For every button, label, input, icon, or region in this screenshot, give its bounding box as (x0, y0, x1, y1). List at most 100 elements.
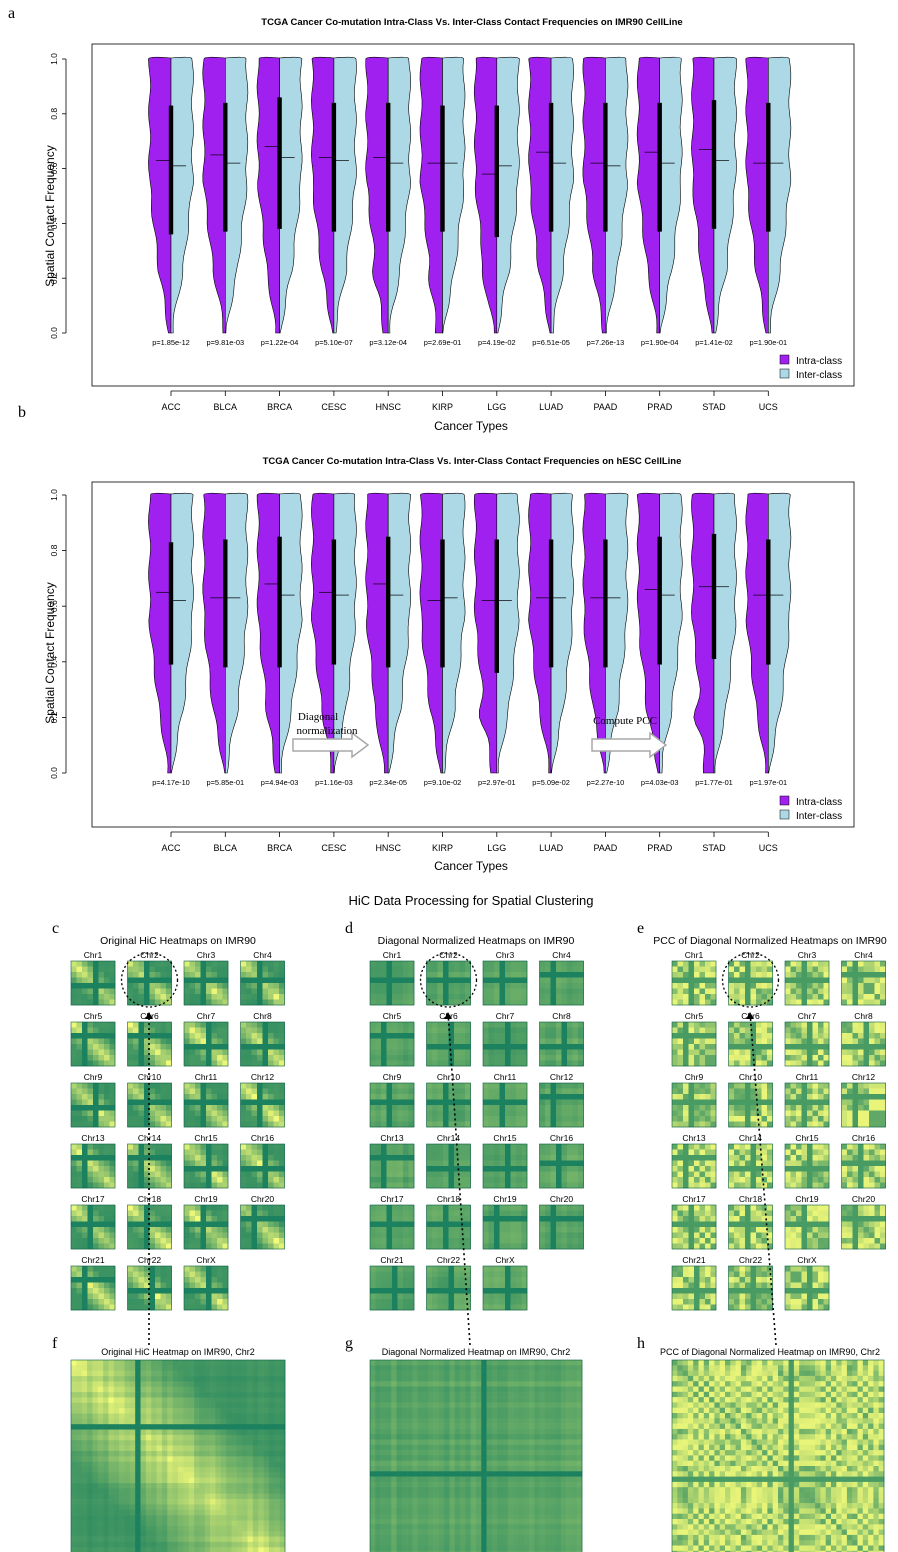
heatmap-cell (133, 1166, 139, 1172)
heatmap-cell (268, 1160, 274, 1167)
heatmap-cell (556, 1216, 562, 1222)
heatmap-cell (550, 1216, 557, 1222)
heatmap-cell (166, 1060, 172, 1067)
heatmap-cell (240, 1238, 247, 1244)
chromosome-label-Chr14: Chr14 (437, 1133, 460, 1143)
heatmap-cell (93, 1105, 99, 1111)
heatmap-cell (448, 1243, 455, 1250)
heatmap-cell (699, 1227, 706, 1233)
heatmap-cell (76, 1386, 82, 1393)
heatmap-cell (375, 994, 382, 1000)
heatmap-cell (133, 1094, 139, 1100)
heatmap-cell (160, 1121, 167, 1128)
heatmap-cell (448, 1221, 455, 1228)
heatmap-cell (127, 1216, 134, 1222)
heatmap-cell (818, 1155, 824, 1161)
heatmap-grids: Chr1Chr2Chr3Chr4Chr5Chr6Chr7Chr8Chr9Chr1… (70, 950, 886, 1311)
heatmap-cell (443, 1238, 449, 1244)
heatmap-cell (672, 1182, 678, 1189)
heatmap-cell (370, 1105, 376, 1111)
heatmap-cell (785, 966, 791, 973)
p-value-BRCA: p=1.22e-04 (261, 338, 299, 347)
heatmap-cell (539, 1182, 546, 1189)
heatmap-cell (71, 1038, 77, 1045)
heatmap-cell (273, 1027, 280, 1034)
heatmap-cell (728, 1022, 735, 1028)
heatmap-cell (874, 1083, 881, 1089)
heatmap-cell (432, 1171, 438, 1178)
heatmap-cell (133, 1232, 139, 1239)
heatmap-cell (98, 1216, 105, 1222)
heatmap-cell (672, 1055, 678, 1061)
heatmap-cell (672, 1227, 678, 1233)
chromosome-label-Chr17: Chr17 (81, 1194, 104, 1204)
heatmap-cell (852, 1088, 859, 1095)
p-value-HNSC: p=3.12e-04 (369, 338, 407, 347)
heatmap-cell (443, 1210, 449, 1217)
legend-label-inter: Inter-class (796, 370, 842, 381)
heatmap-cell (699, 1232, 706, 1239)
heatmap-cell (370, 1022, 376, 1028)
heatmap-cell (459, 1055, 466, 1061)
heatmap-cell (823, 1094, 830, 1100)
heatmap-cell (807, 1216, 813, 1222)
heatmap-cell (189, 966, 196, 973)
heatmap-cell (488, 1027, 495, 1034)
heatmap-cell (694, 994, 700, 1000)
chromosome-label-Chr13: Chr13 (380, 1133, 403, 1143)
heatmap-cell (710, 1243, 717, 1250)
heatmap-cell (189, 1160, 196, 1167)
heatmap-cell (801, 1027, 808, 1034)
heatmap-cell (818, 1238, 824, 1244)
heatmap-cell (104, 1044, 110, 1050)
heatmap-cell (694, 961, 700, 967)
heatmap-cell (432, 1277, 438, 1283)
heatmap-cell (392, 1177, 398, 1183)
heatmap-cell (211, 961, 218, 967)
heatmap-cell (211, 1177, 218, 1183)
heatmap-cell (160, 1055, 167, 1061)
heatmap-cell (561, 1149, 568, 1156)
heatmap-cell (217, 1083, 223, 1089)
heatmap-cell (699, 1088, 706, 1095)
heatmap-cell (240, 1155, 247, 1161)
x-tick-label-BRCA: BRCA (267, 402, 292, 412)
heatmap-cell (874, 1171, 881, 1178)
heatmap-cell (206, 1216, 212, 1222)
heatmap-cell (688, 1210, 695, 1217)
heatmap-cell (790, 1055, 797, 1061)
heatmap-cell (71, 1536, 77, 1543)
chromosome-label-Chr12: Chr12 (550, 1072, 573, 1082)
heatmap-cell (858, 972, 864, 978)
heatmap-cell (160, 1205, 167, 1211)
heatmap-cell (858, 1094, 864, 1100)
heatmap-cell (847, 1166, 853, 1172)
heatmap-cell (818, 1149, 824, 1156)
heatmap-cell (756, 1099, 762, 1106)
heatmap-cell (109, 1060, 116, 1067)
heatmap-cell (392, 1027, 398, 1034)
heatmap-cell (807, 1266, 813, 1272)
heatmap-cell (184, 1182, 190, 1189)
heatmap-cell (818, 1232, 824, 1239)
heatmap-cell (403, 1171, 409, 1178)
heatmap-cell (516, 1271, 522, 1278)
heatmap-cell (76, 1033, 83, 1039)
chromosome-label-Chr21: Chr21 (682, 1255, 705, 1265)
x-tick-label-BRCA: BRCA (267, 843, 292, 853)
heatmap-cell (683, 1149, 689, 1156)
heatmap-cell (880, 1155, 886, 1161)
heatmap-cell (246, 1243, 252, 1250)
heatmap-cell (211, 1288, 218, 1294)
heatmap-cell (71, 1504, 77, 1511)
heatmap-cell (138, 999, 145, 1006)
heatmap-c-Chr4 (240, 960, 285, 1006)
heatmap-cell (127, 1205, 134, 1211)
heatmap-cell (521, 1121, 528, 1128)
heatmap-c-Chr13 (70, 1143, 116, 1189)
heatmap-cell (397, 1083, 404, 1089)
heatmap-cell (93, 1177, 99, 1183)
heatmap-cell (710, 1238, 717, 1244)
heatmap-cell (483, 1243, 489, 1250)
heatmap-cell (448, 1288, 455, 1294)
